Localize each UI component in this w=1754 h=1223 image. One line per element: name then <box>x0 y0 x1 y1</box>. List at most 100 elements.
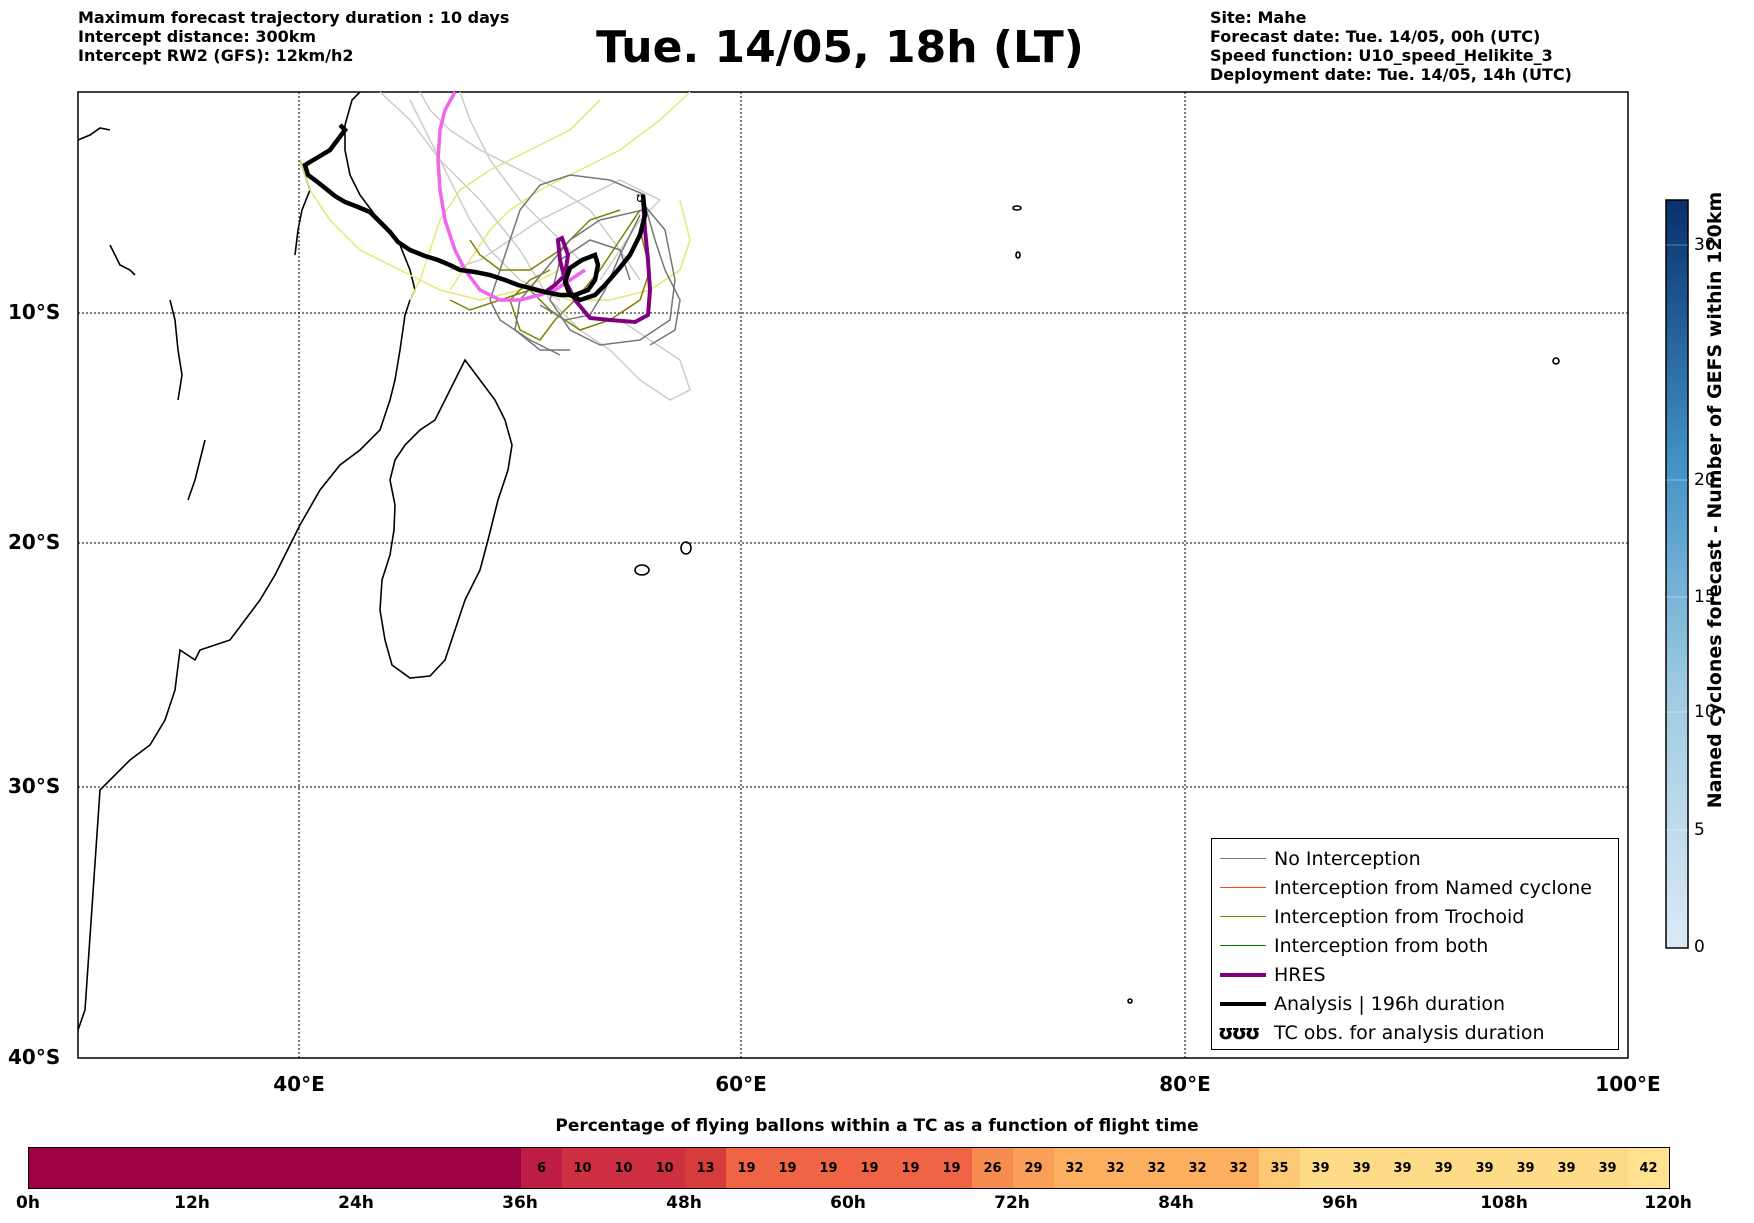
time-tick-label: 0h <box>16 1193 40 1213</box>
colorbar-tick-0: 0 <box>1694 937 1705 957</box>
percentage-segment: 10 <box>644 1148 685 1188</box>
percentage-segment: 13 <box>685 1148 726 1188</box>
header-right-info: Site: Mahe Forecast date: Tue. 14/05, 00… <box>1210 8 1572 84</box>
percentage-segment: 39 <box>1300 1148 1341 1188</box>
map-gridlines <box>78 92 1628 1058</box>
tc-obs-marker: ʊ <box>636 191 644 206</box>
colorbar-tick-10: 10 <box>1694 702 1716 722</box>
percentage-segment: 32 <box>1177 1148 1218 1188</box>
map-legend: No Interception Interception from Named … <box>1211 838 1619 1050</box>
percentage-segment: 39 <box>1464 1148 1505 1188</box>
legend-label: HRES <box>1274 964 1326 986</box>
reunion-island <box>634 564 650 576</box>
header-left-info: Maximum forecast trajectory duration : 1… <box>78 8 509 65</box>
percentage-segment: 19 <box>931 1148 972 1188</box>
mauritius-island <box>680 541 692 555</box>
legend-item-analysis: Analysis | 196h duration <box>1212 990 1618 1019</box>
percentage-segment <box>29 1148 521 1188</box>
lake-victoria <box>169 299 183 401</box>
legend-item-named-cyclone: Interception from Named cyclone <box>1212 874 1618 903</box>
tc-obs-symbol: ʊʊʊ <box>1218 1020 1260 1044</box>
percentage-segment: 29 <box>1013 1148 1054 1188</box>
percentage-segment: 10 <box>603 1148 644 1188</box>
time-tick-label: 96h <box>1322 1193 1358 1213</box>
lat-label-20s: 20°S <box>8 530 61 554</box>
percentage-segment: 19 <box>890 1148 931 1188</box>
legend-item-no-interception: No Interception <box>1212 845 1618 874</box>
legend-label: Analysis | 196h duration <box>1274 993 1506 1015</box>
percentage-segment: 32 <box>1136 1148 1177 1188</box>
colorbar-tick-5: 5 <box>1694 820 1705 840</box>
legend-label: Interception from Trochoid <box>1274 906 1525 928</box>
percentage-segment: 32 <box>1218 1148 1259 1188</box>
colorbar-tick-30: 30 <box>1694 235 1716 255</box>
percentage-segment: 32 <box>1095 1148 1136 1188</box>
deployment-date-text: Deployment date: Tue. 14/05, 14h (UTC) <box>1210 65 1572 84</box>
time-tick-label: 120h <box>1644 1193 1692 1213</box>
time-tick-label: 36h <box>502 1193 538 1213</box>
legend-item-tc-obs: ʊʊʊ TC obs. for analysis duration <box>1212 1019 1618 1048</box>
arabia-coastline <box>77 127 111 141</box>
legend-swatch <box>1220 916 1266 917</box>
percentage-segment: 19 <box>726 1148 767 1188</box>
lon-label-40e: 40°E <box>273 1072 325 1096</box>
seychelles-island <box>1012 205 1022 211</box>
time-tick-label: 24h <box>338 1193 374 1213</box>
lake-tanganyika <box>109 244 136 276</box>
site-text: Site: Mahe <box>1210 8 1307 27</box>
percentage-segment: 42 <box>1628 1148 1669 1188</box>
percentage-segment: 39 <box>1423 1148 1464 1188</box>
percentage-segment: 10 <box>562 1148 603 1188</box>
lat-label-10s: 10°S <box>8 300 61 324</box>
analysis-track <box>302 123 648 303</box>
percentage-segment: 39 <box>1341 1148 1382 1188</box>
percentage-segment: 19 <box>849 1148 890 1188</box>
colorbar-tick-15: 15 <box>1694 587 1716 607</box>
lon-label-100e: 100°E <box>1595 1072 1661 1096</box>
time-tick-label: 48h <box>666 1193 702 1213</box>
percentage-segment: 39 <box>1587 1148 1628 1188</box>
chagos-island <box>1015 251 1021 259</box>
percentage-segment: 6 <box>521 1148 562 1188</box>
colorbar-gradient <box>1665 199 1689 949</box>
max-duration-text: Maximum forecast trajectory duration : 1… <box>78 8 510 27</box>
intercept-distance-text: Intercept distance: 300km <box>78 27 317 46</box>
legend-swatch <box>1220 1002 1266 1006</box>
lat-label-40s: 40°S <box>8 1045 61 1069</box>
time-tick-label: 12h <box>174 1193 210 1213</box>
time-tick-label: 84h <box>1158 1193 1194 1213</box>
lon-label-80e: 80°E <box>1159 1072 1211 1096</box>
no-interception-tracks <box>489 174 681 356</box>
percentage-bar: 6 10 10 10 13 19 19 19 19 19 19 26 29 32 32 32 32 32 35 39 3… <box>28 1147 1670 1189</box>
percentage-segment: 35 <box>1259 1148 1300 1188</box>
legend-swatch <box>1220 858 1266 859</box>
legend-swatch <box>1220 973 1266 977</box>
time-tick-label: 60h <box>830 1193 866 1213</box>
legend-item-trochoid: Interception from Trochoid <box>1212 903 1618 932</box>
legend-label: Interception from both <box>1274 935 1489 957</box>
amsterdam-island <box>1127 998 1133 1004</box>
percentage-segment: 32 <box>1054 1148 1095 1188</box>
percentage-segment: 39 <box>1382 1148 1423 1188</box>
speed-function-text: Speed function: U10_speed_Helikite_3 <box>1210 46 1553 65</box>
percentage-segment: 39 <box>1546 1148 1587 1188</box>
forecast-date-text: Forecast date: Tue. 14/05, 00h (UTC) <box>1210 27 1541 46</box>
lon-label-60e: 60°E <box>715 1072 767 1096</box>
page-title: Tue. 14/05, 18h (LT) <box>596 22 1084 73</box>
time-tick-label: 108h <box>1480 1193 1528 1213</box>
madagascar <box>379 358 513 679</box>
lat-label-30s: 30°S <box>8 774 61 798</box>
percentage-segment: 19 <box>808 1148 849 1188</box>
percentage-segment: 39 <box>1505 1148 1546 1188</box>
legend-label: No Interception <box>1274 848 1421 870</box>
legend-label: Interception from Named cyclone <box>1274 877 1592 899</box>
percentage-segment: 26 <box>972 1148 1013 1188</box>
legend-label: TC obs. for analysis duration <box>1274 1022 1545 1044</box>
colorbar-bands <box>1666 244 1688 831</box>
legend-item-both: Interception from both <box>1212 932 1618 961</box>
percentage-bar-title: Percentage of flying ballons within a TC… <box>555 1116 1199 1136</box>
legend-item-hres: HRES <box>1212 961 1618 990</box>
legend-swatch <box>1220 887 1266 888</box>
legend-swatch <box>1220 945 1266 946</box>
percentage-segment: 19 <box>767 1148 808 1188</box>
